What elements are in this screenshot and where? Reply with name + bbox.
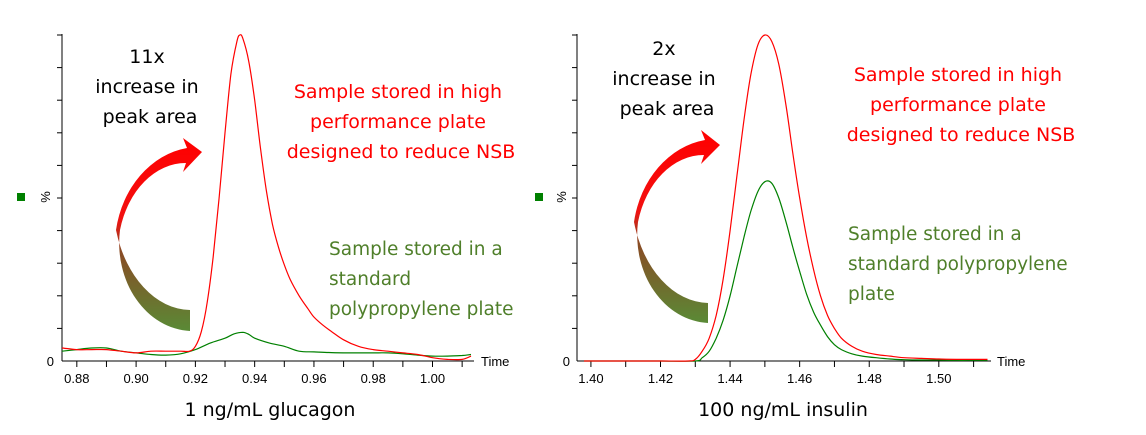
high-performance-plate-annotation: Sample stored in high performance plate … [287, 81, 516, 163]
x-axis-label: Time [997, 354, 1025, 369]
high-performance-plate-annotation: Sample stored in high performance plate … [847, 64, 1076, 146]
x-tick-label: 0.90 [123, 371, 148, 386]
x-tick-label: 0.92 [183, 371, 208, 386]
x-tick-label: 0.98 [361, 371, 386, 386]
x-axis-ticks: 0.88 0.90 0.92 0.94 0.96 0.98 1.00 [64, 361, 463, 386]
x-tick-label: 1.50 [926, 371, 951, 386]
curved-arrow-icon [634, 130, 720, 323]
y-tick-label-zero: 0 [563, 354, 570, 369]
increase-annotation: 11x increase in peak area [95, 46, 205, 128]
legend-marker [17, 193, 25, 201]
insulin-chart: % 0 1.40 1.42 1.44 1.46 1.48 1.50 Time 2x inc… [535, 34, 1075, 421]
high-performance-plate-series-line [61, 34, 472, 361]
series-group [584, 34, 988, 362]
chart-caption: 100 ng/mL insulin [698, 399, 868, 421]
standard-plate-series-line [584, 180, 988, 362]
standard-plate-annotation: Sample stored in a standard polypropylen… [329, 239, 513, 320]
x-tick-label: 1.42 [648, 371, 673, 386]
x-tick-label: 0.88 [64, 371, 89, 386]
x-tick-label: 0.94 [242, 371, 267, 386]
glucagon-chart: % 0 0.88 0.90 0.92 0.94 0.96 0.98 1.00 Time 11… [17, 34, 515, 421]
y-axis-label: % [554, 191, 569, 203]
y-tick-label-zero: 0 [47, 354, 54, 369]
x-tick-label: 1.40 [578, 371, 603, 386]
x-axis-ticks: 1.40 1.42 1.44 1.46 1.48 1.50 [578, 361, 975, 386]
x-tick-label: 1.44 [717, 371, 742, 386]
x-tick-label: 1.46 [787, 371, 812, 386]
x-tick-label: 0.96 [301, 371, 326, 386]
x-axis-label: Time [481, 354, 509, 369]
y-axis-ticks [572, 34, 577, 329]
series-group [61, 34, 472, 361]
chart-caption: 1 ng/mL glucagon [185, 399, 356, 421]
y-axis-label: % [38, 191, 53, 203]
legend-marker [535, 193, 543, 201]
x-tick-label: 1.48 [857, 371, 882, 386]
x-tick-label: 1.00 [420, 371, 445, 386]
y-axis-ticks [57, 34, 62, 329]
high-performance-plate-series-line [584, 34, 988, 362]
standard-plate-series-line [61, 331, 472, 357]
standard-plate-annotation: Sample stored in a standard polypropylen… [848, 224, 1074, 305]
curved-arrow-icon [116, 138, 202, 331]
increase-annotation: 2x increase in peak area [612, 38, 722, 120]
